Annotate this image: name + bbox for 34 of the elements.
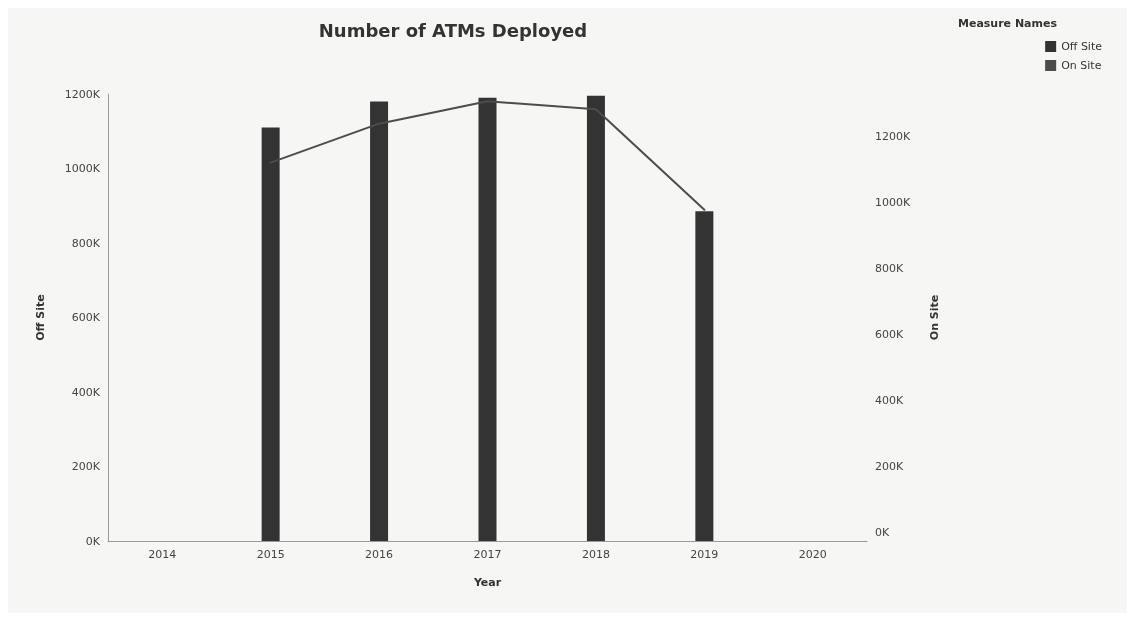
y2-tick-label: 1000K: [875, 196, 911, 210]
y2-tick-label: 200K: [875, 460, 904, 473]
x-tick-label: 2016: [365, 548, 394, 561]
bar: [695, 211, 714, 541]
bar: [370, 101, 389, 541]
y-tick-label: 600K: [71, 311, 101, 324]
y2-tick-label: 0K: [875, 525, 890, 539]
y-tick-label: 1000K: [64, 162, 101, 175]
y-tick-label: 0K: [85, 534, 101, 548]
y2-tick-label: 600K: [875, 328, 904, 342]
x-tick-label: 2015: [256, 548, 285, 561]
x-tick-label: 2020: [798, 548, 827, 561]
y2-tick-label: 800K: [875, 262, 904, 276]
legend-title: Measure Names: [957, 17, 1058, 30]
y-tick-label: 200K: [71, 460, 101, 473]
y-tick-label: 1200K: [64, 87, 101, 101]
bar: [478, 97, 497, 541]
line-series: [269, 100, 706, 211]
bar: [261, 127, 280, 541]
y2-axis-title: On Site: [928, 294, 941, 341]
x-tick-label: 2018: [581, 548, 610, 561]
x-tick-label: 2019: [690, 548, 719, 561]
x-tick-label: 2014: [148, 548, 177, 561]
legend-label: Off Site: [1061, 40, 1103, 53]
bar: [586, 95, 605, 541]
x-axis-title: Year: [472, 576, 502, 589]
y-tick-label: 800K: [71, 236, 101, 250]
legend-label: On Site: [1061, 59, 1102, 72]
y2-tick-label: 400K: [875, 394, 904, 408]
y-axis-title: Off Site: [34, 294, 47, 341]
x-tick-label: 2017: [473, 548, 502, 561]
y-tick-label: 400K: [71, 385, 101, 399]
y2-tick-label: 1200K: [875, 130, 911, 144]
chart-title: Number of ATMs Deployed: [318, 19, 588, 41]
